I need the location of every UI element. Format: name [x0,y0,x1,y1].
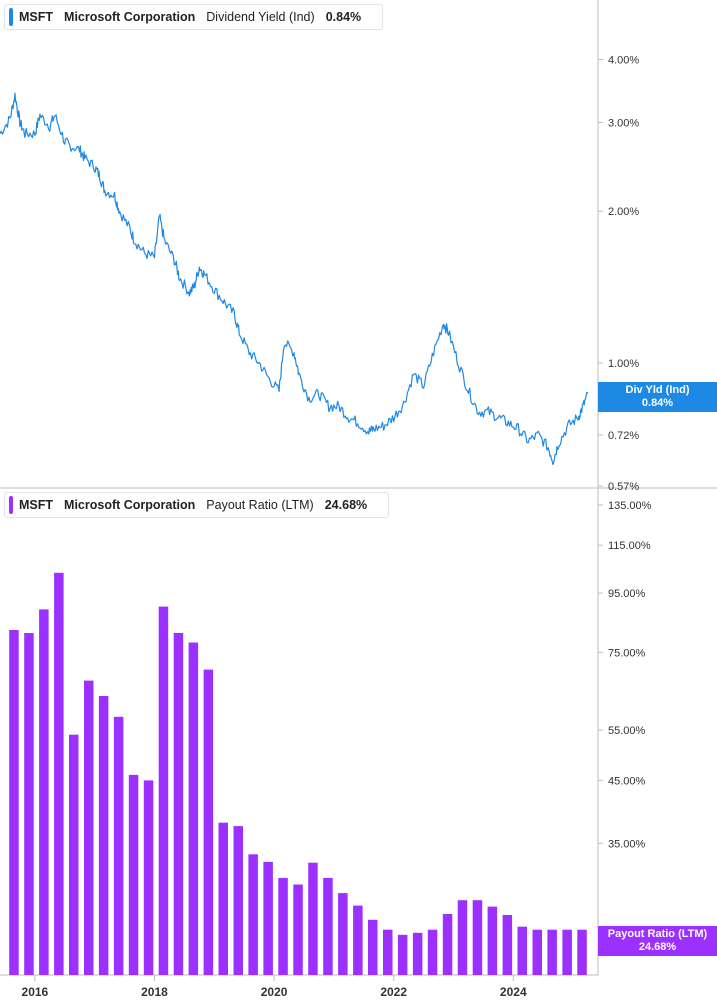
payout-ratio-bar [577,929,587,975]
legend-value: 0.84% [325,10,362,24]
payout-ratio-bar [173,633,184,975]
payout-ratio-bar [323,877,333,975]
dividend-yield-legend-swatch [9,8,13,26]
legend-company: Microsoft Corporation [64,498,196,512]
y-tick-label: 75.00% [608,647,646,659]
y-tick-label: 0.57% [608,481,639,493]
payout-ratio-bar [472,900,483,975]
payout-ratio-bar [98,696,109,975]
dividend-yield-line [0,92,589,466]
payout-ratio-bar [113,716,124,975]
payout-ratio-bar [54,572,64,975]
payout-ratio-bar [69,734,79,975]
legend-ticker: MSFT [19,498,54,512]
y-tick-label: 95.00% [608,588,646,600]
payout-ratio-bar [532,929,542,975]
dividend-yield-price-flag: Div Yld (Ind) 0.84% [598,382,717,412]
legend-metric: Dividend Yield (Ind) [206,10,315,24]
payout-ratio-bar [502,915,513,975]
y-tick-label: 135.00% [608,500,652,512]
payout-ratio-bar [39,609,49,975]
y-tick-label: 4.00% [608,55,639,67]
y-tick-label: 55.00% [608,725,646,737]
payout-ratio-bar [547,929,557,975]
payout-ratio-bar [487,906,498,975]
flag-label: Div Yld (Ind) [625,384,690,396]
payout-ratio-bar [562,929,572,975]
payout-ratio-bar [427,929,438,975]
payout-ratio-bar [188,642,199,975]
payout-ratio-bar [128,774,139,975]
payout-ratio-bar [278,877,288,975]
payout-ratio-bar [233,826,243,975]
payout-ratio-legend-swatch [9,496,13,514]
payout-ratio-bar [248,854,258,975]
y-tick-label: 1.00% [608,358,639,370]
flag-label: Payout Ratio (LTM) [607,928,708,940]
y-tick-label: 0.72% [608,430,639,442]
payout-ratio-bar [338,893,348,975]
payout-ratio-bar [308,862,318,975]
payout-ratio-bar [218,822,228,975]
payout-ratio-legend[interactable]: MSFT Microsoft Corporation Payout Ratio … [4,492,390,518]
payout-ratio-bar [143,780,154,975]
payout-ratio-bar [442,914,453,975]
payout-ratio-bar [457,900,468,975]
payout-ratio-bar [84,680,94,975]
y-tick-label: 45.00% [608,775,646,787]
y-tick-label: 35.00% [608,838,646,850]
x-tick-label: 2020 [261,985,288,999]
payout-ratio-price-flag: Payout Ratio (LTM) 24.68% [598,926,717,956]
flag-value: 0.84% [641,396,674,409]
payout-ratio-bar [263,861,273,975]
payout-ratio-bar [9,630,19,975]
payout-ratio-bar [368,919,378,975]
payout-ratio-bar [517,926,527,975]
dividend-yield-legend[interactable]: MSFT Microsoft Corporation Dividend Yiel… [4,4,384,30]
y-tick-label: 3.00% [608,117,639,129]
y-tick-label: 115.00% [608,540,651,552]
payout-ratio-bar [24,633,34,975]
legend-company: Microsoft Corporation [64,10,196,24]
x-tick-label: 2022 [380,985,407,999]
legend-value: 24.68% [324,498,368,512]
payout-ratio-bar [397,934,408,975]
y-tick-label: 2.00% [608,206,639,218]
payout-ratio-bar [158,606,169,975]
x-tick-label: 2024 [500,985,527,999]
legend-metric: Payout Ratio (LTM) [206,498,314,512]
x-tick-label: 2016 [22,985,49,999]
payout-ratio-bar [383,929,393,975]
x-tick-label: 2018 [141,985,168,999]
flag-value: 24.68% [638,940,677,953]
payout-ratio-bar [203,669,214,975]
payout-ratio-bar [412,932,423,975]
legend-ticker: MSFT [19,10,54,24]
payout-ratio-bar [293,884,303,975]
payout-ratio-bar [353,905,363,975]
